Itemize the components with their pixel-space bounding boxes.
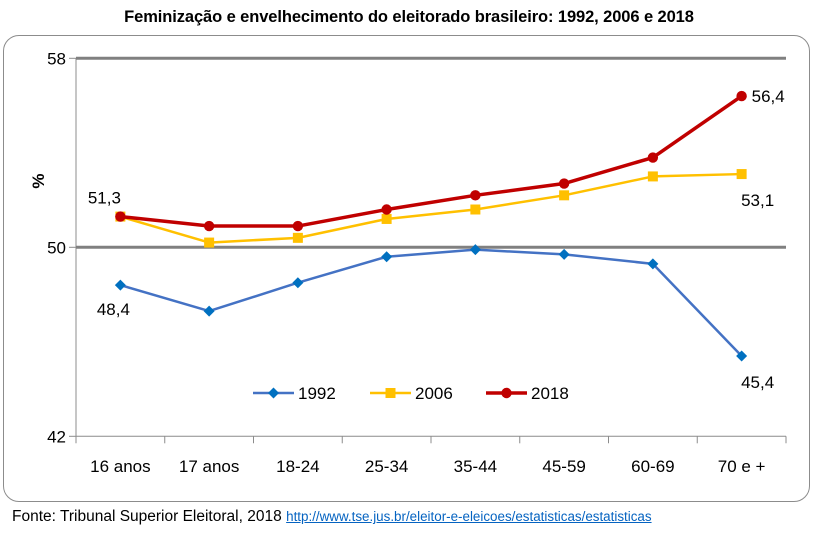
legend-marker-1992	[268, 387, 279, 399]
legend-label-1992: 1992	[298, 384, 336, 403]
data-point-1992	[381, 251, 393, 263]
data-point-1992	[558, 248, 570, 260]
data-point-1992	[647, 258, 659, 270]
source-text: Fonte: Tribunal Superior Eleitoral, 2018	[12, 508, 282, 525]
data-point-2018	[292, 220, 304, 232]
legend-label-2018: 2018	[531, 384, 569, 403]
footer: Fonte: Tribunal Superior Eleitoral, 2018…	[12, 508, 652, 526]
data-point-2006	[736, 169, 747, 180]
y-tick-label: 42	[47, 427, 66, 446]
series-line-2006	[120, 172, 742, 244]
x-tick-label: 60-69	[631, 457, 674, 476]
y-tick-label: 50	[47, 238, 66, 257]
x-tick-label: 45-59	[542, 457, 585, 476]
data-point-2006	[292, 232, 303, 243]
chart-title: Feminização e envelhecimento do eleitora…	[124, 8, 694, 26]
series-line-1992	[120, 248, 743, 357]
data-point-2018	[381, 204, 392, 215]
data-point-2018	[470, 190, 481, 201]
series-line-2018	[120, 94, 743, 228]
y-axis-title: %	[29, 173, 48, 188]
legend-marker-2018	[501, 387, 512, 399]
data-label: 56,4	[752, 87, 785, 106]
data-point-2018	[647, 152, 659, 163]
source-link[interactable]: http://www.tse.jus.br/eleitor-e-eleicoes…	[286, 509, 652, 524]
data-point-2018	[736, 90, 747, 102]
x-tick-label: 18-24	[276, 457, 319, 476]
data-point-2006	[381, 213, 392, 224]
x-tick-label: 17 anos	[179, 457, 240, 476]
data-label: 51,3	[88, 189, 121, 208]
x-tick-label: 16 anos	[90, 457, 151, 476]
data-point-2018	[203, 220, 215, 232]
chart-frame	[3, 35, 810, 502]
data-label: 53,1	[741, 191, 774, 210]
data-point-2018	[115, 211, 126, 222]
data-label: 48,4	[97, 300, 130, 319]
data-point-1992	[114, 279, 126, 291]
x-tick-label: 70 e +	[718, 457, 766, 476]
data-point-1992	[292, 277, 304, 289]
y-tick-label: 58	[47, 49, 66, 68]
data-label: 45,4	[741, 373, 774, 392]
x-tick-label: 25-34	[365, 457, 408, 476]
legend-label-2006: 2006	[415, 384, 453, 403]
data-point-1992	[203, 305, 215, 317]
legend-marker-2006	[385, 388, 396, 398]
data-point-2006	[647, 171, 658, 182]
data-point-2006	[470, 204, 481, 215]
x-tick-label: 35-44	[454, 457, 497, 476]
data-point-2018	[558, 178, 570, 189]
data-point-2006	[204, 237, 215, 248]
data-point-1992	[469, 244, 481, 256]
data-point-1992	[736, 350, 748, 362]
data-point-2006	[559, 190, 570, 201]
